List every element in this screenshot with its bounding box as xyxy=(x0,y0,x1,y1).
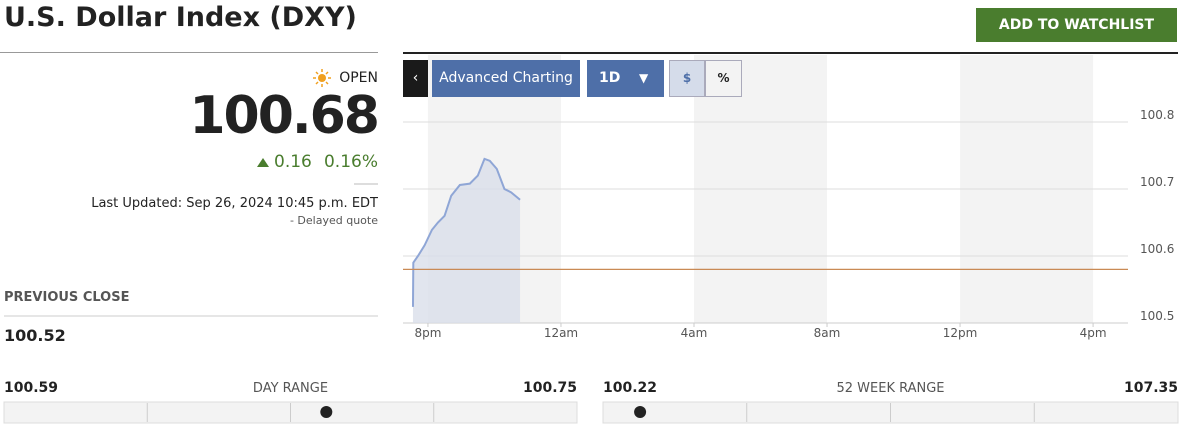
percent-toggle[interactable]: % xyxy=(705,60,742,97)
divider xyxy=(0,52,378,53)
y-tick-label: 100.5 xyxy=(1140,309,1174,323)
back-button[interactable]: ‹ xyxy=(403,60,428,97)
x-tick-label: 8pm xyxy=(414,326,441,340)
range-label: DAY RANGE xyxy=(253,381,328,396)
last-updated: Last Updated: Sep 26, 2024 10:45 p.m. ED… xyxy=(91,196,378,211)
title: U.S. Dollar Index (DXY) xyxy=(4,2,357,33)
delayed-note: - Delayed quote xyxy=(289,214,378,227)
period-select[interactable]: 1D xyxy=(587,60,639,97)
area xyxy=(412,158,521,323)
range-label: 52 WEEK RANGE xyxy=(836,381,944,396)
dollar-toggle[interactable]: $ xyxy=(669,60,705,97)
prev-close-label: PREVIOUS CLOSE xyxy=(4,290,130,305)
advanced-charting[interactable]: Advanced Charting xyxy=(432,60,580,97)
watchlist-button[interactable]: ADD TO WATCHLIST xyxy=(976,8,1177,42)
range-high: 107.35 xyxy=(1124,380,1178,396)
y-tick-label: 100.7 xyxy=(1140,175,1174,189)
up-arrow xyxy=(257,158,269,167)
y-tick-label: 100.6 xyxy=(1140,242,1174,256)
range-high: 100.75 xyxy=(523,380,577,396)
y-tick-label: 100.8 xyxy=(1140,108,1174,122)
x-tick-label: 4pm xyxy=(1080,326,1107,340)
range-low: 100.22 xyxy=(603,380,657,396)
sun-icon xyxy=(313,69,331,87)
market-status: OPEN xyxy=(339,70,378,86)
change: 0.16 xyxy=(274,152,312,172)
x-tick-label: 8am xyxy=(814,326,841,340)
x-tick-label: 12pm xyxy=(943,326,978,340)
prev-close: 100.52 xyxy=(4,326,66,345)
range-marker xyxy=(634,406,647,418)
x-tick-label: 4am xyxy=(681,326,708,340)
price: 100.68 xyxy=(189,86,380,146)
range-marker xyxy=(320,406,333,418)
x-tick-label: 12am xyxy=(544,326,578,340)
line xyxy=(411,157,521,307)
period-arrow[interactable]: ▼ xyxy=(639,60,664,97)
change-percent: 0.16% xyxy=(323,152,378,172)
divider xyxy=(403,52,1178,54)
range-low: 100.59 xyxy=(4,380,58,396)
